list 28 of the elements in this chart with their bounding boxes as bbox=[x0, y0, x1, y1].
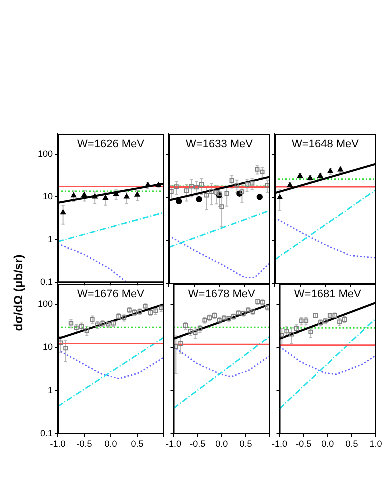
chart-title: W=1678 MeV bbox=[188, 288, 256, 301]
chart-title: W=1633 MeV bbox=[186, 138, 254, 151]
x-tick-label: 1.0 bbox=[370, 438, 382, 449]
x-tick-label: 0.0 bbox=[322, 438, 334, 449]
chart-title: W=1648 MeV bbox=[292, 138, 360, 151]
chart-title: W=1681 MeV bbox=[294, 288, 362, 301]
y-tick-label: 0.1 bbox=[40, 428, 53, 438]
y-tick-label: 10 bbox=[42, 342, 53, 352]
y-tick-label: 1 bbox=[48, 234, 53, 244]
y-tick-label: 1 bbox=[48, 385, 53, 396]
x-tick-label: 0.0 bbox=[104, 438, 118, 449]
x-tick-label: -1.0 bbox=[50, 438, 66, 449]
x-tick-label: 0.5 bbox=[346, 438, 358, 449]
x-tick-label: 0.5 bbox=[240, 438, 252, 449]
x-tick-label: -1.0 bbox=[272, 438, 288, 449]
y-tick-label: 100 bbox=[38, 299, 53, 310]
y-axis-title: dσ/dΩ (μb/sr) bbox=[11, 254, 25, 332]
x-tick-label: -1.0 bbox=[166, 438, 182, 449]
y-tick-label: 10 bbox=[42, 192, 53, 202]
y-tick-label: 0.1 bbox=[40, 277, 53, 288]
chart-title: W=1626 MeV bbox=[78, 138, 146, 151]
x-tick-label: -0.5 bbox=[296, 438, 312, 449]
x-tick-label: -0.5 bbox=[76, 438, 92, 449]
x-tick-label: 0.5 bbox=[131, 438, 144, 449]
chart-title: W=1676 MeV bbox=[78, 288, 146, 301]
x-tick-label: 0.0 bbox=[216, 438, 228, 449]
y-tick-label: 100 bbox=[38, 148, 53, 159]
x-tick-label: -0.5 bbox=[190, 438, 206, 449]
